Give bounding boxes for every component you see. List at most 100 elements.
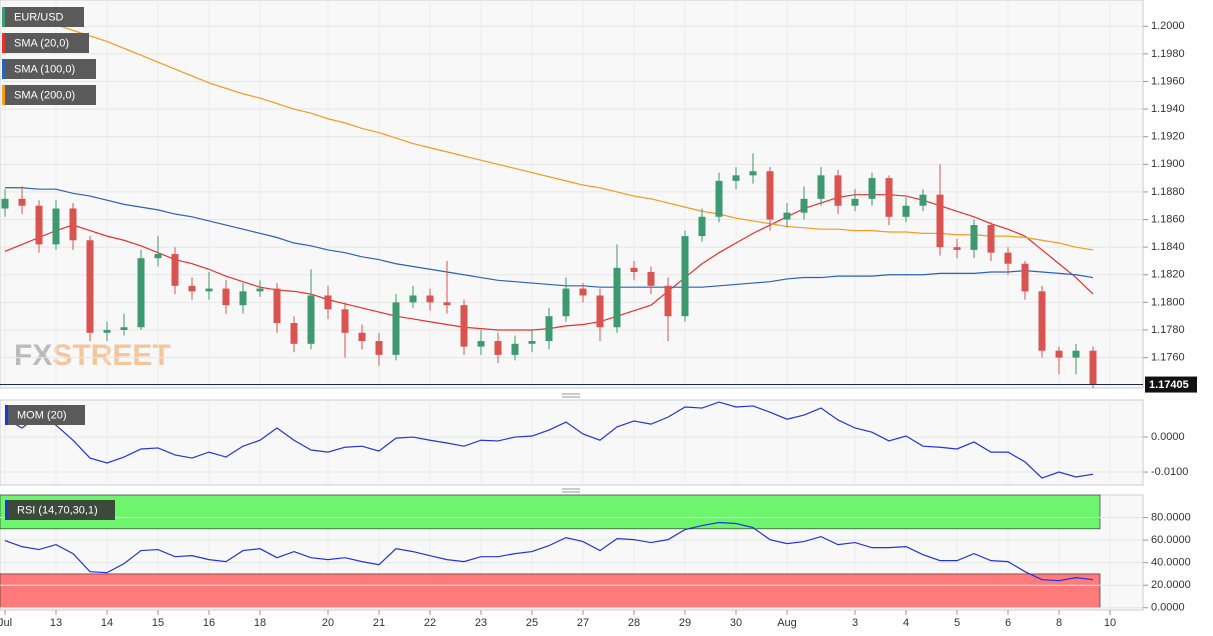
candle-body <box>902 205 910 217</box>
candle-body <box>375 341 383 355</box>
candle-body <box>239 291 247 306</box>
candle-body <box>1038 291 1046 351</box>
y-tick-label: 60.0000 <box>1151 534 1191 546</box>
x-tick-label: 30 <box>730 617 742 629</box>
panel-handle <box>562 393 580 493</box>
watermark-right: STREET <box>52 339 170 372</box>
legend-label: SMA (20,0) <box>14 37 69 49</box>
mom-panel <box>0 399 1144 486</box>
y-tick-label: 1.1880 <box>1151 186 1185 198</box>
candle-body <box>273 288 281 324</box>
x-tick-label: 5 <box>954 617 960 629</box>
candle-body <box>851 198 859 206</box>
x-tick-label: 27 <box>577 617 589 629</box>
candle-body <box>426 295 434 303</box>
candle-body <box>1021 263 1029 292</box>
x-tick-label: 18 <box>254 617 266 629</box>
price-panel <box>0 0 1144 389</box>
candle-body <box>613 267 621 328</box>
candle-body <box>511 343 519 355</box>
x-tick-label: 29 <box>679 617 691 629</box>
y-tick-label: 1.2000 <box>1151 20 1185 32</box>
candle-body <box>52 208 60 245</box>
legend-box <box>2 85 96 105</box>
candle-body <box>494 341 502 355</box>
candle-body <box>647 272 655 286</box>
y-tick-label: 80.0000 <box>1151 511 1191 523</box>
candle-body <box>885 178 893 217</box>
legend-stripe <box>2 85 5 105</box>
legend-box <box>5 500 115 520</box>
y-tick-label: 1.1980 <box>1151 48 1185 60</box>
y-tick-label: 1.1960 <box>1151 75 1185 87</box>
y-tick-label: -0.0100 <box>1151 466 1188 478</box>
x-tick-label: 8 <box>1056 617 1062 629</box>
x-tick-label: 6 <box>1005 617 1011 629</box>
y-tick-label: 1.1820 <box>1151 269 1185 281</box>
legend-label: SMA (100,0) <box>14 63 75 75</box>
candle-body <box>834 175 842 206</box>
candle-body <box>188 285 196 292</box>
candle-body <box>154 254 162 259</box>
sma-line <box>4 7 1094 251</box>
legend-stripe <box>2 59 5 79</box>
y-tick-label: 20.0000 <box>1151 579 1191 591</box>
candle-body <box>171 254 179 286</box>
candle-body <box>1 198 9 209</box>
legend-label: MOM (20) <box>17 409 67 421</box>
legend-label: SMA (200,0) <box>14 89 75 101</box>
x-tick-label: 21 <box>373 617 385 629</box>
x-tick-label: 14 <box>101 617 113 629</box>
candle-body <box>290 323 298 344</box>
candle-body <box>545 316 553 342</box>
candle-body <box>324 295 332 310</box>
y-tick-label: 1.1780 <box>1151 324 1185 336</box>
sma-line <box>5 187 1094 288</box>
candle-body <box>477 341 485 347</box>
x-tick-label: Aug <box>777 617 797 629</box>
candle-body <box>256 288 264 292</box>
candle-body <box>596 295 604 328</box>
indicator-line <box>4 521 1094 582</box>
y-tick-label: 1.1860 <box>1151 213 1185 225</box>
x-tick-label: 13 <box>50 617 62 629</box>
y-tick-label: 0.0000 <box>1151 431 1185 443</box>
candle-body <box>766 171 774 220</box>
indicator-line <box>4 401 1094 479</box>
y-tick-label: 40.0000 <box>1151 557 1191 569</box>
candle-body <box>987 225 995 253</box>
candle-body <box>817 175 825 199</box>
candle-body <box>409 295 417 303</box>
last-price-label: 1.17405 <box>1149 379 1189 391</box>
candle-body <box>936 194 944 248</box>
x-tick-label: 28 <box>628 617 640 629</box>
candle-body <box>205 288 213 292</box>
x-tick-label: 25 <box>526 617 538 629</box>
candle-body <box>800 198 808 213</box>
candle-body <box>681 236 689 317</box>
x-tick-label: 22 <box>424 617 436 629</box>
level-band <box>0 494 1101 530</box>
legend-stripe <box>5 500 8 520</box>
candle-body <box>970 225 978 250</box>
x-tick-label: 10 <box>1104 617 1116 629</box>
last-price-box <box>1145 376 1197 393</box>
legend-stripe <box>5 405 8 425</box>
candle-body <box>630 267 638 273</box>
candle-body <box>69 208 77 241</box>
candle-body <box>307 295 315 344</box>
y-tick-label: 1.1940 <box>1151 103 1185 115</box>
candle-body <box>698 216 706 237</box>
candle-body <box>120 327 128 331</box>
legend-stripe <box>2 33 5 53</box>
y-tick-label: 0.0000 <box>1151 602 1185 614</box>
candle-body <box>460 305 468 347</box>
legend-box <box>5 405 85 425</box>
candle-body <box>664 285 672 317</box>
legend-box <box>2 7 84 27</box>
candle-body <box>86 240 94 333</box>
x-tick-label: Jul <box>0 617 12 629</box>
candle-body <box>392 302 400 355</box>
candle-body <box>1055 350 1063 358</box>
